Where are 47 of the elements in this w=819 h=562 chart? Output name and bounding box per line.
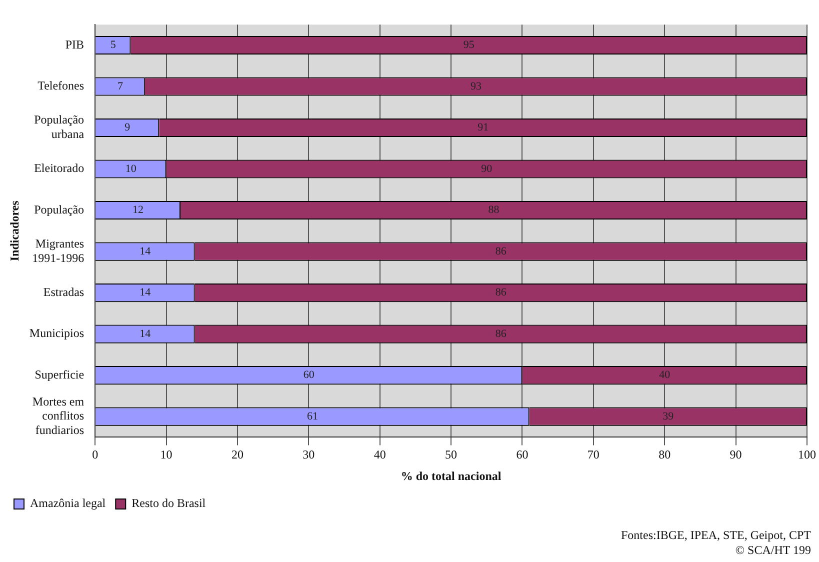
x-tick-label: 30 [302,448,315,462]
data-label: 60 [303,369,315,382]
data-label: 40 [659,369,671,382]
x-tick-label: 90 [730,448,742,462]
text: Fontes:IBGE, IPEA, STE, Geipot, CPT [620,528,811,543]
x-tick-label: 100 [798,448,816,462]
y-tick-label: Mortes em conflitos fundiarios [32,394,85,438]
x-tick-label: 40 [374,448,386,462]
data-label: 39 [662,410,674,422]
y-tick-label: Eleitorado [34,161,84,176]
data-label: 14 [140,328,152,340]
data-label: 86 [495,328,507,340]
y-tick-label: População [34,202,84,216]
y-tick-label: PIB [65,37,84,52]
y-tick-label: Superficie [34,367,84,382]
data-label: 95 [463,39,475,52]
data-label: 61 [306,410,318,422]
data-label: 86 [495,245,507,258]
y-tick-label: População urbana [34,112,85,142]
y-tick-label: Estradas [43,284,84,299]
data-label: 5 [110,39,116,52]
legend-label: Resto do Brasil [132,496,206,510]
y-tick-label: Municipios [29,326,84,340]
data-label: 86 [495,286,507,299]
data-label: 90 [481,162,493,175]
legend-label: Amazônia legal [30,496,106,510]
data-label: 14 [140,245,152,258]
text: © SCA/HT 199 [734,543,811,558]
x-tick-label: 60 [516,448,528,462]
x-tick-label: 80 [658,448,671,462]
data-label: 93 [470,80,482,92]
data-label: 14 [140,286,152,299]
x-tick-label: 50 [445,448,458,462]
data-label: 12 [132,204,144,216]
y-tick-label: Telefones [38,78,84,93]
x-axis-title: % do total nacional [400,468,502,483]
x-tick-label: 70 [587,448,600,462]
data-label: 91 [478,122,489,134]
y-axis-title: Indicadores [7,200,22,262]
x-tick-label: 10 [160,448,172,462]
data-label: 88 [488,204,500,216]
data-label: 10 [125,162,137,175]
y-tick-label: Migrantes 1991-1996 [32,236,84,265]
x-tick-label: 0 [92,448,98,462]
x-tick-label: 20 [231,448,244,462]
data-label: 7 [117,80,124,92]
data-label: 9 [124,122,131,134]
